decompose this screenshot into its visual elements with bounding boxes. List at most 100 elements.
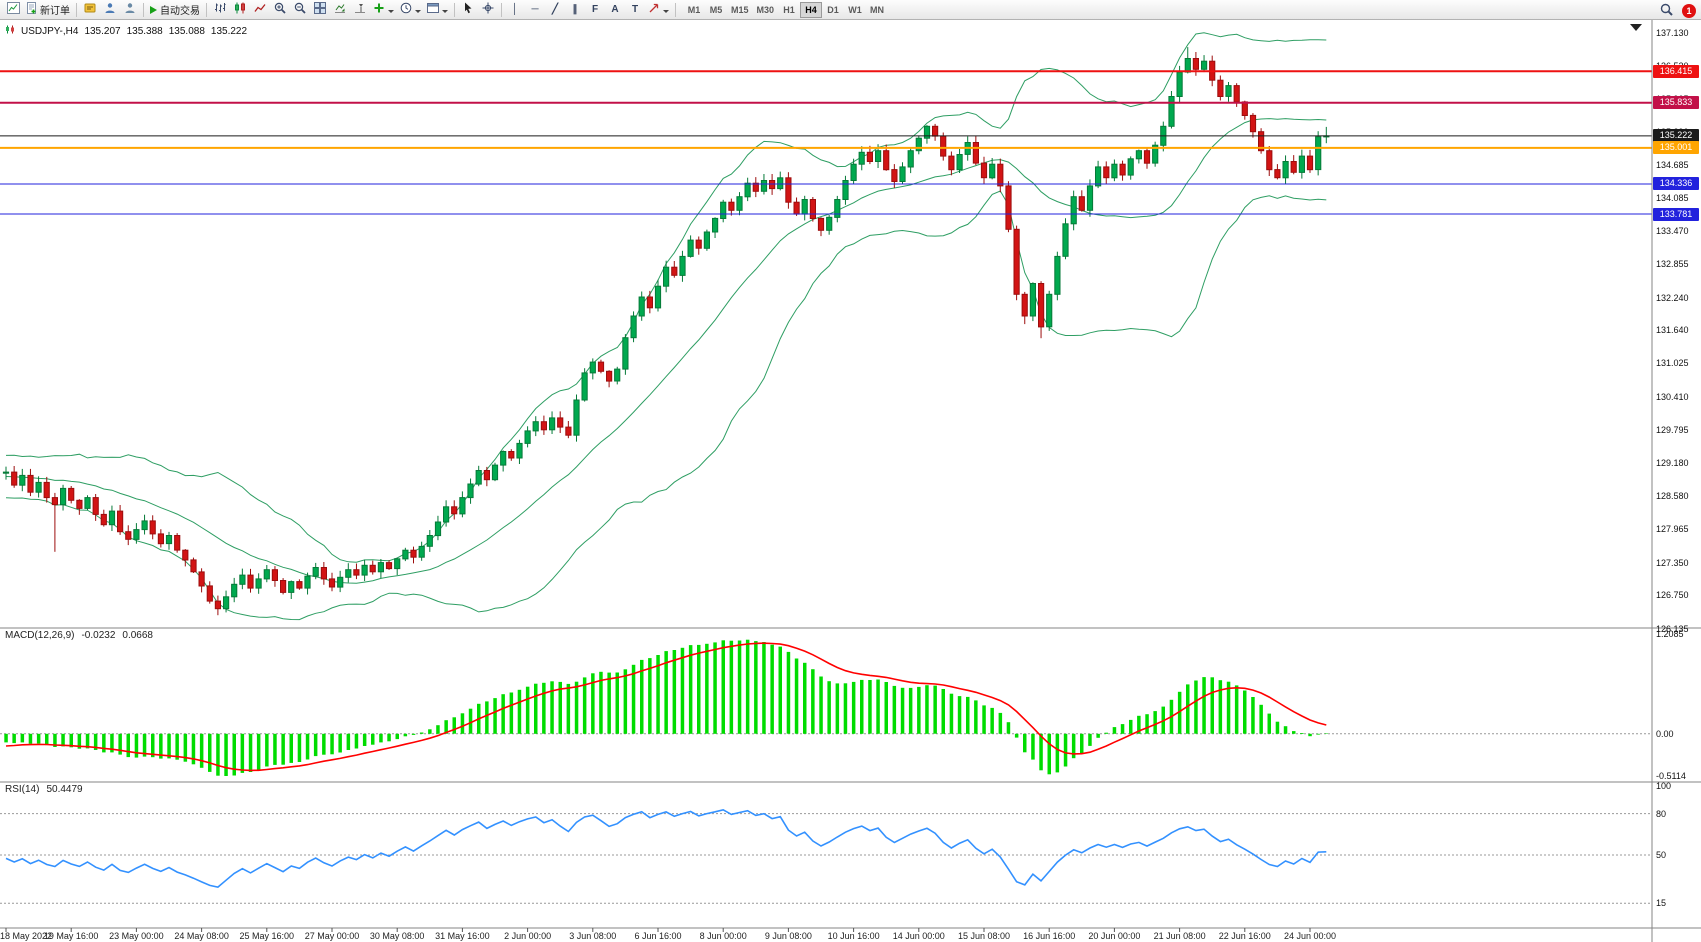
macd-bar [957, 696, 962, 734]
candle-body [92, 497, 99, 515]
macd-bar [925, 685, 929, 734]
line-chart-button[interactable] [250, 1, 270, 18]
macd-bar [737, 640, 742, 734]
candle-body [263, 569, 270, 580]
chart-canvas[interactable] [0, 20, 1701, 942]
candlestick-chart-button[interactable] [230, 1, 250, 18]
ohlc-low: 135.088 [168, 25, 205, 37]
profiles-button[interactable] [120, 1, 140, 18]
shapes-button[interactable] [645, 1, 672, 18]
toolbar-divider [206, 2, 207, 17]
candle-body [1241, 101, 1248, 117]
timeframe-button-mn[interactable]: MN [866, 2, 888, 18]
tile-windows-button[interactable] [310, 1, 330, 18]
chart-shift-icon [354, 2, 366, 17]
horizontal-line-button[interactable]: ─ [525, 1, 545, 18]
macd-bar [338, 733, 342, 753]
candle-body [1152, 144, 1159, 164]
candle-body [524, 430, 531, 444]
macd-bar [387, 733, 391, 742]
candle-body [68, 487, 75, 501]
vertical-line-button[interactable]: │ [505, 1, 525, 18]
vline-icon: │ [511, 3, 519, 15]
text-label-button[interactable]: T [625, 1, 645, 18]
macd-bar [933, 685, 937, 734]
timeframe-button-m1[interactable]: M1 [683, 2, 705, 18]
macd-bar [134, 733, 139, 758]
text-button[interactable]: A [605, 1, 625, 18]
candle-body [980, 162, 988, 179]
candle-body [141, 520, 148, 531]
macd-bar [273, 733, 277, 765]
periods-button[interactable] [397, 1, 424, 18]
candle-body [663, 266, 670, 287]
toolbox-button[interactable] [100, 1, 120, 18]
macd-bar [1218, 680, 1223, 734]
zoom-in-button[interactable] [270, 1, 290, 18]
notification-badge[interactable]: 1 [1682, 3, 1696, 18]
bar-chart-button[interactable] [210, 1, 230, 18]
candle-body [997, 163, 1004, 187]
candle-body [1176, 71, 1183, 97]
chart-shift-button[interactable] [350, 1, 370, 18]
crosshair-button[interactable] [478, 1, 498, 18]
metaeditor-button[interactable] [80, 1, 100, 18]
timeframe-button-m5[interactable]: M5 [705, 2, 727, 18]
timeframe-button-d1[interactable]: D1 [822, 2, 844, 18]
macd-bar [224, 733, 228, 776]
macd-bar [974, 700, 978, 734]
candle-body [1274, 169, 1281, 179]
candle-body [907, 150, 914, 168]
chart-shift-marker[interactable] [1630, 24, 1642, 31]
macd-bar [468, 708, 473, 734]
macd-bar [1275, 721, 1280, 734]
fibonacci-button[interactable]: F [585, 1, 605, 18]
timeframe-button-m15[interactable]: M15 [727, 2, 753, 18]
candle-body [785, 177, 792, 203]
macd-bar [688, 645, 693, 734]
candle-body [1054, 255, 1061, 295]
candle-body [1103, 166, 1110, 179]
candle-body [720, 201, 727, 219]
candle-body [426, 535, 433, 547]
new-order-button[interactable]: 新订单 [23, 1, 73, 18]
trendline-button[interactable]: ╱ [545, 1, 565, 18]
candle-body [1290, 161, 1297, 173]
timeframe-button-w1[interactable]: W1 [844, 2, 866, 18]
candle-body [312, 567, 319, 577]
candles-layer [2, 47, 1330, 616]
candle-body [850, 163, 857, 181]
ohlc-bars-icon [214, 2, 226, 17]
templates-button[interactable] [424, 1, 451, 18]
candle-body [793, 201, 800, 215]
macd-bar [1243, 690, 1247, 734]
macd-bar [77, 733, 82, 749]
channel-button[interactable]: ∥ [565, 1, 585, 18]
candlestick-icon [234, 2, 246, 17]
macd-bar [1226, 681, 1231, 734]
macd-bar [1047, 733, 1051, 775]
chart-area[interactable]: 137.130 136.520 135.905 135.290 134.685 134.0… [0, 20, 1701, 942]
timeframe-button-m30[interactable]: M30 [753, 2, 779, 18]
candle-body [459, 497, 466, 515]
candle-body [1029, 283, 1037, 317]
candle-body [206, 585, 213, 602]
indicators-button[interactable] [370, 1, 397, 18]
timeframe-button-h1[interactable]: H1 [778, 2, 800, 18]
macd-bar [1283, 726, 1288, 734]
macd-bar [566, 683, 571, 734]
auto-scroll-button[interactable] [330, 1, 350, 18]
autotrade-button[interactable]: 自动交易 [147, 1, 203, 18]
macd-bar [1023, 733, 1027, 753]
new-chart-button[interactable] [3, 1, 23, 18]
line-chart-icon [254, 2, 266, 17]
zoom-out-button[interactable] [290, 1, 310, 18]
candle-body [972, 142, 979, 164]
macd-bar [354, 733, 359, 749]
macd-bar [36, 733, 41, 744]
search-button[interactable] [1656, 2, 1676, 19]
timeframe-button-h4[interactable]: H4 [800, 1, 823, 18]
macd-bar [876, 679, 880, 734]
rsi-panel-label: RSI(14) 50.4479 [5, 784, 83, 795]
cursor-button[interactable] [458, 1, 478, 18]
